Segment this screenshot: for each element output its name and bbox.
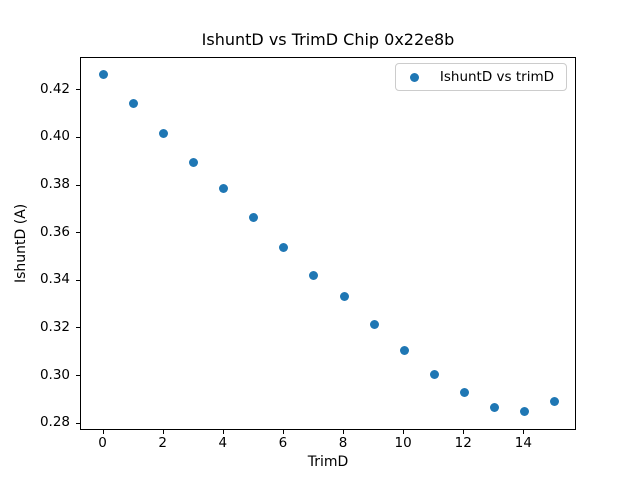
x-tick-mark bbox=[463, 430, 465, 434]
chart-title: IshuntD vs TrimD Chip 0x22e8b bbox=[201, 30, 455, 49]
data-point bbox=[519, 407, 529, 417]
x-tick-label: 8 bbox=[338, 435, 348, 451]
x-tick-mark bbox=[102, 430, 104, 434]
y-tick-label: 0.32 bbox=[39, 318, 70, 335]
x-tick-mark bbox=[403, 430, 405, 434]
data-point bbox=[279, 243, 289, 253]
x-tick-label: 6 bbox=[278, 435, 288, 451]
y-tick-mark bbox=[76, 232, 80, 234]
data-point bbox=[309, 270, 319, 280]
y-tick-label: 0.38 bbox=[39, 176, 70, 193]
x-tick-label: 2 bbox=[158, 435, 167, 451]
y-tick-label: 0.40 bbox=[39, 128, 70, 145]
y-tick-label: 0.42 bbox=[39, 80, 70, 97]
x-tick-label: 12 bbox=[454, 435, 472, 451]
y-tick-mark bbox=[76, 422, 80, 424]
y-tick-label: 0.34 bbox=[39, 271, 70, 288]
x-tick-label: 14 bbox=[514, 435, 532, 451]
data-point bbox=[189, 157, 199, 167]
x-axis-label: TrimD bbox=[307, 454, 349, 470]
y-tick-label: 0.28 bbox=[39, 414, 70, 431]
y-tick-label: 0.30 bbox=[39, 366, 70, 383]
data-point bbox=[339, 292, 349, 302]
legend-label: IshuntD vs trimD bbox=[439, 69, 554, 85]
legend-marker-icon bbox=[409, 72, 419, 82]
y-tick-mark bbox=[76, 327, 80, 329]
data-point bbox=[219, 184, 229, 194]
x-tick-mark bbox=[523, 430, 525, 434]
y-tick-mark bbox=[76, 279, 80, 281]
x-tick-mark bbox=[162, 430, 164, 434]
y-tick-mark bbox=[76, 375, 80, 376]
x-tick-label: 4 bbox=[218, 435, 228, 451]
data-point bbox=[399, 345, 409, 355]
x-tick-mark bbox=[222, 430, 224, 434]
x-tick-label: 0 bbox=[98, 435, 107, 451]
data-point bbox=[429, 370, 439, 380]
x-tick-mark bbox=[282, 430, 284, 434]
legend: IshuntD vs trimD bbox=[394, 63, 567, 91]
data-point bbox=[159, 129, 169, 139]
plot-area: IshuntD vs trimD bbox=[80, 57, 576, 430]
x-tick-label: 10 bbox=[394, 435, 412, 451]
data-point bbox=[99, 70, 109, 80]
y-tick-label: 0.36 bbox=[39, 223, 70, 240]
y-tick-mark bbox=[76, 184, 80, 186]
data-point bbox=[129, 98, 139, 108]
y-axis-label: IshuntD (A) bbox=[13, 203, 29, 284]
data-point bbox=[249, 213, 259, 223]
data-point bbox=[489, 402, 499, 412]
data-point bbox=[369, 319, 379, 329]
y-tick-mark bbox=[76, 136, 80, 138]
data-point bbox=[549, 396, 559, 406]
y-tick-mark bbox=[76, 89, 80, 91]
data-point bbox=[459, 387, 469, 397]
x-tick-mark bbox=[343, 430, 345, 434]
